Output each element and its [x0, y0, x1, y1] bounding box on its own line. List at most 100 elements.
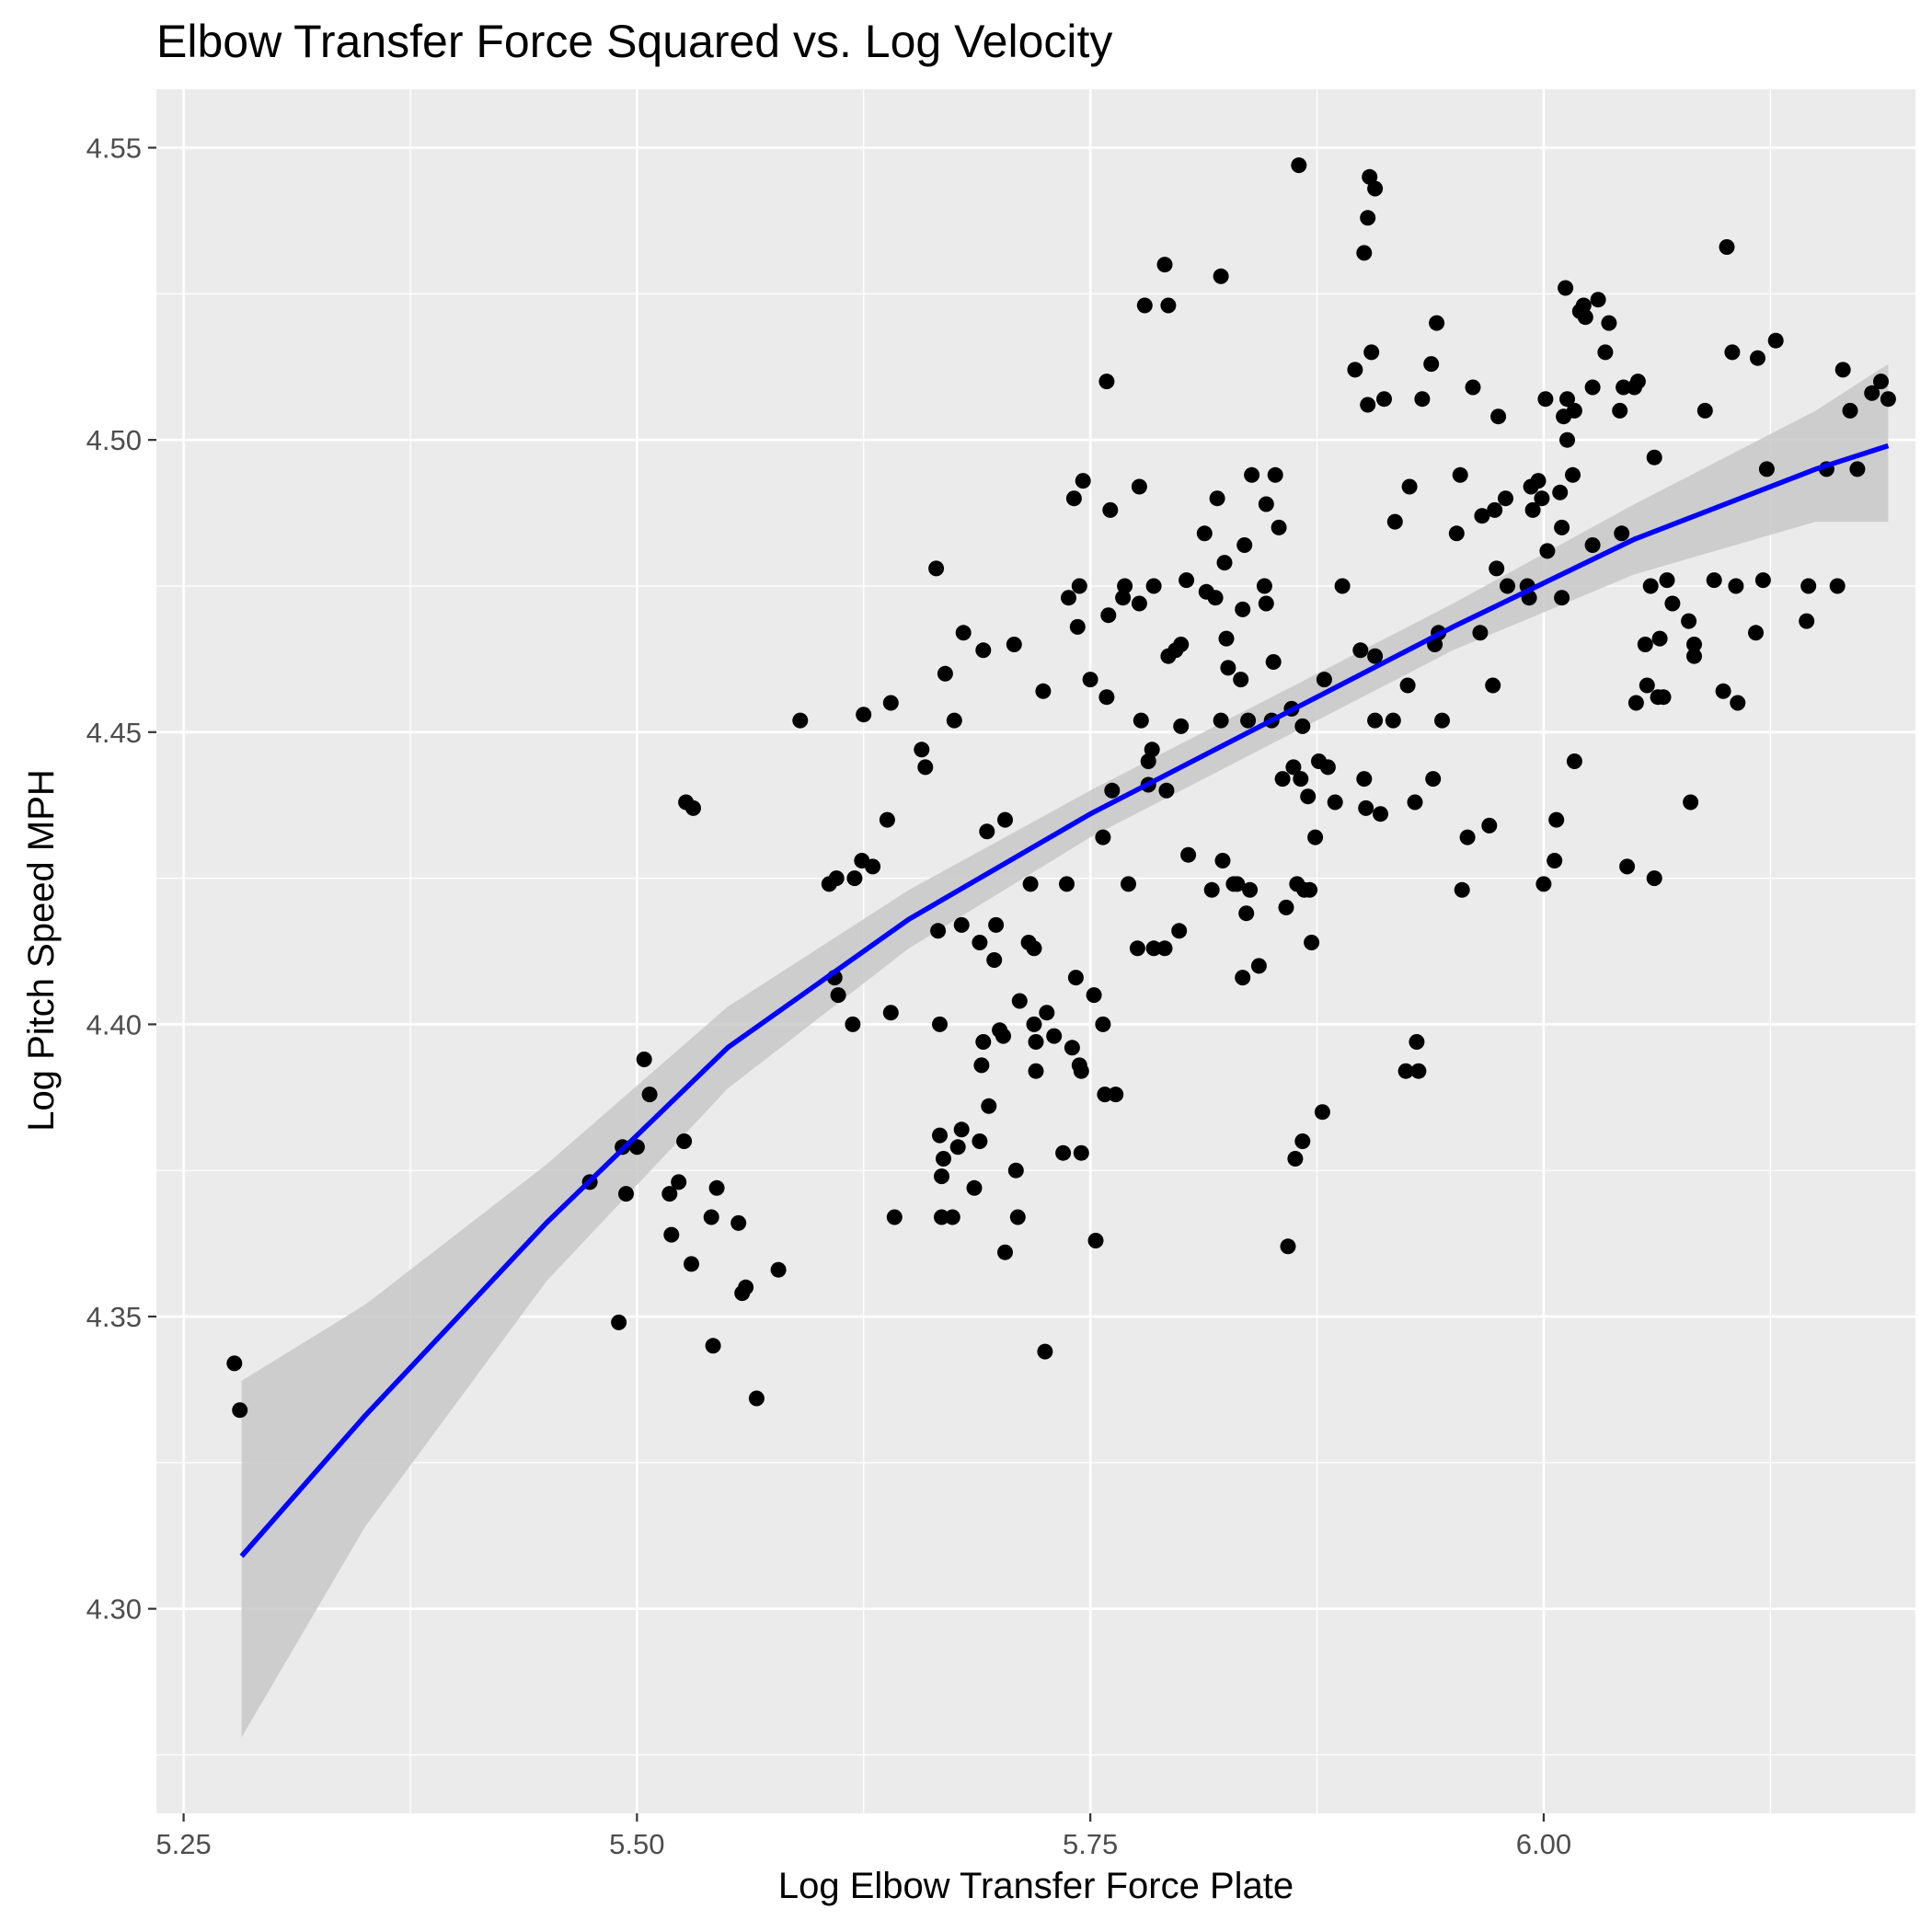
- data-point: [944, 1209, 960, 1225]
- data-point: [1179, 572, 1195, 589]
- data-point: [1071, 578, 1087, 594]
- data-point: [1425, 771, 1442, 788]
- data-point: [1133, 712, 1149, 729]
- data-point: [1530, 473, 1547, 489]
- data-point: [1487, 501, 1503, 518]
- data-points: [226, 157, 1896, 1419]
- data-point: [856, 707, 872, 723]
- x-tick-label: 6.00: [1516, 1828, 1571, 1860]
- y-tick-label: 4.45: [86, 717, 142, 749]
- chart-title: Elbow Transfer Force Squared vs. Log Vel…: [156, 16, 1112, 67]
- data-point: [979, 823, 995, 840]
- data-point: [1683, 794, 1699, 811]
- data-point: [1265, 654, 1282, 670]
- data-point: [882, 695, 899, 711]
- data-point: [1637, 637, 1653, 652]
- data-point: [685, 799, 701, 816]
- data-point: [684, 1256, 699, 1272]
- data-point: [1022, 876, 1039, 892]
- data-point: [1534, 490, 1550, 507]
- data-point: [1362, 168, 1378, 185]
- data-point: [1104, 782, 1121, 799]
- data-point: [1075, 473, 1091, 489]
- data-point: [934, 1168, 949, 1185]
- data-point: [730, 1214, 747, 1231]
- data-point: [1535, 876, 1552, 892]
- data-point: [1429, 315, 1445, 331]
- data-point: [705, 1338, 721, 1354]
- data-point: [1500, 578, 1515, 594]
- data-point: [1229, 876, 1246, 892]
- data-point: [953, 916, 970, 933]
- data-point: [1026, 940, 1042, 957]
- data-point: [1646, 870, 1662, 887]
- data-point: [1601, 315, 1617, 331]
- data-point: [1065, 490, 1082, 507]
- data-point: [1258, 496, 1274, 512]
- data-point: [1207, 590, 1224, 606]
- data-point: [1121, 876, 1136, 892]
- data-point: [1250, 958, 1267, 974]
- data-point: [1136, 297, 1153, 314]
- data-point: [1686, 637, 1702, 652]
- data-point: [1026, 1016, 1042, 1032]
- data-point: [972, 935, 988, 950]
- data-point: [1327, 794, 1343, 811]
- data-point: [636, 1052, 652, 1067]
- data-point: [1316, 672, 1332, 688]
- data-point: [1098, 374, 1115, 390]
- data-point: [1082, 672, 1098, 688]
- data-point: [1385, 712, 1401, 729]
- data-point: [1409, 1034, 1425, 1050]
- data-point: [1352, 642, 1369, 659]
- data-point: [1655, 689, 1672, 706]
- data-point: [641, 1087, 658, 1103]
- data-point: [1115, 590, 1132, 606]
- data-point: [1028, 1034, 1044, 1050]
- data-point: [1006, 637, 1022, 652]
- data-point: [1173, 637, 1190, 652]
- data-point: [1244, 466, 1260, 483]
- data-point: [1629, 374, 1646, 390]
- data-point: [1651, 630, 1668, 647]
- data-point: [1474, 508, 1490, 524]
- x-tick-label: 5.25: [155, 1828, 211, 1860]
- y-tick-label: 4.40: [86, 1008, 142, 1041]
- data-point: [1196, 525, 1213, 542]
- data-point: [1131, 595, 1147, 612]
- data-point: [1829, 578, 1846, 594]
- y-axis-label: Log Pitch Speed MPH: [21, 769, 62, 1132]
- data-point: [1100, 607, 1117, 624]
- data-point: [1799, 613, 1815, 629]
- data-point: [1490, 408, 1507, 425]
- data-point: [1399, 677, 1416, 694]
- x-axis-label: Log Elbow Transfer Force Plate: [778, 1866, 1294, 1906]
- data-point: [930, 923, 947, 939]
- data-point: [1367, 648, 1384, 664]
- data-point: [1233, 672, 1249, 688]
- data-point: [1728, 578, 1744, 594]
- data-point: [226, 1355, 243, 1372]
- data-point: [661, 1186, 678, 1202]
- data-point: [1748, 625, 1764, 641]
- data-point: [1213, 712, 1229, 729]
- data-point: [973, 1057, 990, 1074]
- data-point: [1235, 601, 1251, 617]
- data-point: [1278, 899, 1294, 915]
- data-point: [1256, 578, 1272, 594]
- data-point: [1209, 490, 1225, 507]
- data-point: [1524, 501, 1541, 518]
- data-point: [1287, 1151, 1304, 1167]
- data-point: [663, 1226, 680, 1243]
- fit-line: [239, 443, 1890, 1558]
- data-point: [1095, 829, 1111, 845]
- data-point: [1873, 374, 1889, 390]
- data-point: [1069, 618, 1086, 635]
- data-point: [1642, 578, 1659, 594]
- data-point: [1537, 391, 1554, 408]
- data-point: [1864, 385, 1880, 401]
- data-point: [1059, 876, 1075, 892]
- data-point: [1559, 391, 1575, 408]
- data-point: [1498, 490, 1513, 507]
- data-point: [1242, 881, 1259, 898]
